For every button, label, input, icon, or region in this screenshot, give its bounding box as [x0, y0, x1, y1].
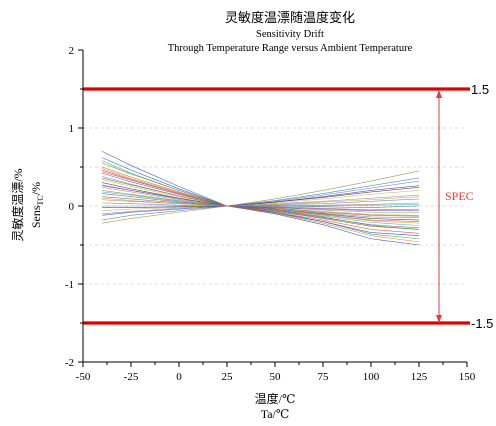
chart-subtitle-2: Through Temperature Range versus Ambient…: [168, 43, 413, 54]
x-tick-label: 25: [222, 371, 234, 383]
series-line: [102, 191, 420, 207]
x-tick-label: 75: [318, 371, 330, 383]
limit-label-upper: 1.5: [471, 82, 489, 97]
series-line: [102, 193, 420, 211]
y-tick-label: -1: [65, 279, 74, 291]
chart-title: 灵敏度温漂随温度变化: [225, 10, 355, 25]
x-tick-label: 150: [459, 371, 476, 383]
series-line: [102, 166, 420, 234]
limit-layer: [83, 87, 470, 325]
series-line: [102, 169, 420, 230]
series-line: [102, 177, 420, 221]
x-tick-label: -25: [124, 371, 139, 383]
x-axis-label-1: 温度/℃: [255, 391, 296, 406]
series-line: [102, 180, 420, 215]
x-tick-label: 125: [411, 371, 428, 383]
series-line: [102, 176, 420, 226]
x-axis-label-2: Ta/℃: [261, 407, 290, 421]
y-tick-label: 0: [69, 201, 75, 213]
series-line: [102, 199, 420, 207]
spec-label: SPEC: [445, 189, 474, 203]
x-tick-label: 50: [270, 371, 282, 383]
y-axis-label-2-prefix: Sens: [29, 205, 43, 228]
series-line: [102, 186, 420, 208]
x-tick-label: 0: [176, 371, 182, 383]
limit-label-lower: -1.5: [471, 316, 493, 331]
series-line: [102, 157, 420, 246]
y-tick-label: -2: [65, 357, 74, 369]
y-tick-label: 1: [69, 123, 75, 135]
y-axis-label-1: 灵敏度温漂/%: [10, 168, 25, 241]
axis-layer: -2 -1 0 1 2 -50 -25 0 25 50 75 100 125 150: [65, 45, 476, 383]
series-line: [102, 177, 420, 217]
series-line: [102, 170, 420, 224]
x-tick-label: -50: [76, 371, 91, 383]
y-axis-label-2: SensTC/%: [29, 182, 45, 228]
series-line: [102, 190, 420, 211]
spec-arrow: [436, 90, 442, 323]
y-tick-label: 2: [69, 45, 75, 57]
y-axis-label-2-suffix: /%: [29, 182, 43, 195]
series-line: [102, 185, 419, 211]
series-line: [102, 171, 420, 222]
series-line: [102, 196, 420, 207]
x-tick-label: 100: [363, 371, 380, 383]
chart-subtitle-1: Sensitivity Drift: [256, 29, 324, 40]
series-line: [102, 194, 420, 207]
y-axis-label-2-sub: TC: [36, 195, 45, 205]
series-line: [102, 168, 420, 243]
series-layer: [102, 151, 420, 246]
series-line: [102, 151, 420, 236]
